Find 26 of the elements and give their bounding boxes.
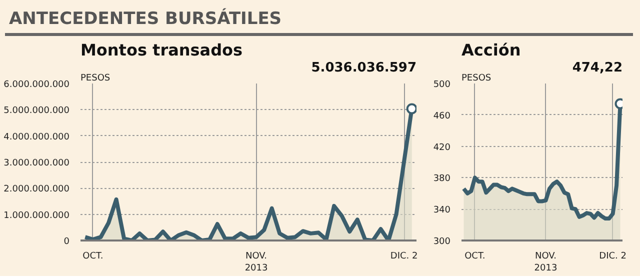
- chart-title: Acción: [462, 40, 521, 60]
- y-tick-label: 500: [433, 80, 451, 90]
- y-tick-label: 1.000.000.000: [4, 210, 70, 221]
- y-tick-label: 5.000.000.000: [4, 106, 70, 116]
- y-tick-label: 4.000.000.000: [4, 132, 70, 142]
- x-tick-label: NOV. 2013: [244, 252, 268, 274]
- y-tick-label: 3.000.000.000: [4, 158, 70, 168]
- y-tick-label: 300: [433, 237, 451, 247]
- x-tick-label: DIC. 2: [390, 252, 418, 262]
- y-tick-label: 420: [433, 142, 451, 153]
- text: ANTECEDENTES BURSÁTILES: [5, 5, 633, 36]
- text: 5.036.036.597: [311, 60, 417, 76]
- x-tick-label: OCT.: [464, 252, 486, 262]
- y-tick-label: 0: [64, 237, 70, 247]
- x-tick-label: OCT.: [82, 252, 104, 262]
- y-axis-title: PESOS: [462, 74, 492, 84]
- y-tick-label: 2.000.000.000: [4, 184, 70, 195]
- y-axis-title: PESOS: [80, 74, 110, 84]
- y-tick-label: 340: [433, 206, 451, 216]
- y-tick-label: 6.000.000.000: [4, 80, 70, 90]
- y-tick-label: 460: [433, 111, 451, 122]
- chart-title: Montos transados: [80, 40, 243, 60]
- x-tick-label: DIC. 2: [599, 252, 626, 262]
- x-tick-label: NOV. 2013: [534, 252, 558, 274]
- text: 474,22: [572, 60, 623, 76]
- y-tick-label: 380: [433, 174, 451, 184]
